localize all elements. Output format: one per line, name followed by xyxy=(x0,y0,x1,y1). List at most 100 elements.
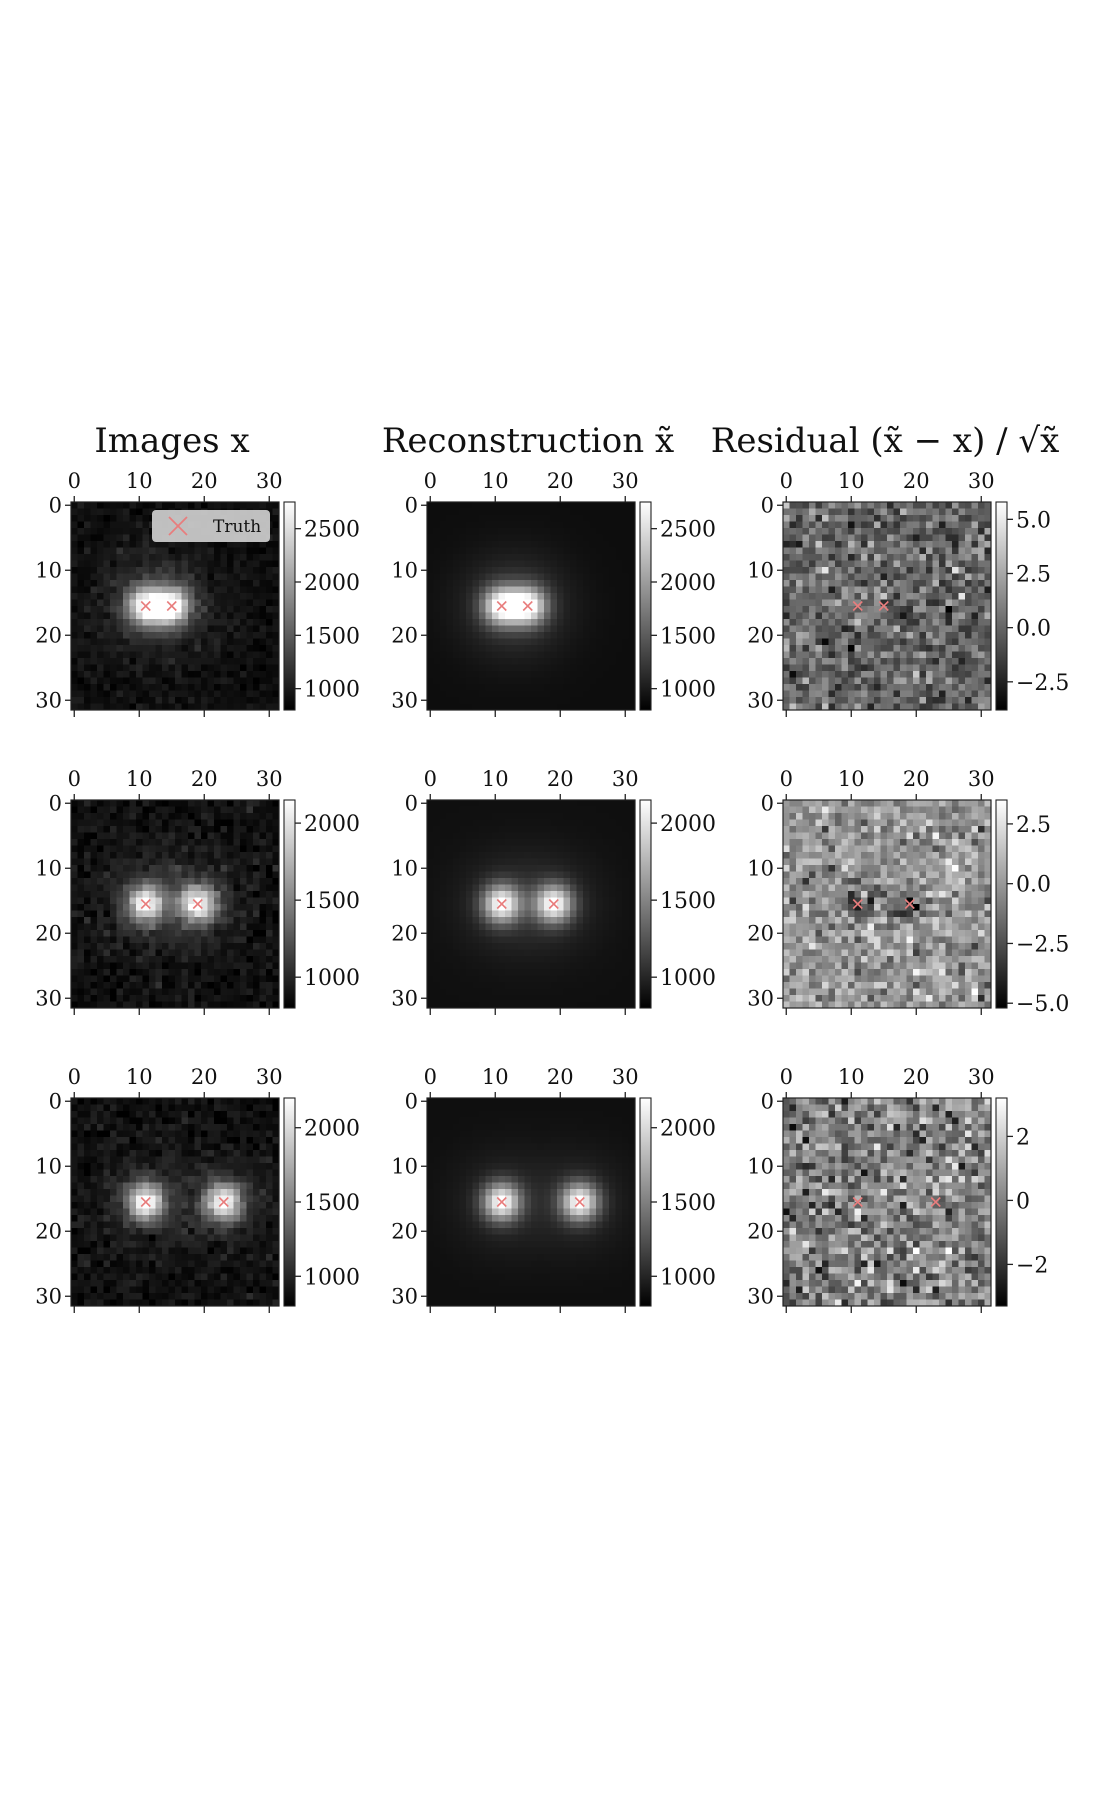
heatmap-cell xyxy=(615,632,623,639)
heatmap-cell xyxy=(537,865,545,872)
heatmap-cell xyxy=(609,664,616,672)
heatmap-cell xyxy=(479,917,486,924)
heatmap-cell xyxy=(570,852,577,859)
heatmap-cell xyxy=(110,560,117,568)
heatmap-cell xyxy=(466,697,473,704)
heatmap-cell xyxy=(531,806,538,814)
heatmap-cell xyxy=(505,878,512,885)
heatmap-cell xyxy=(246,677,254,685)
heatmap-cell xyxy=(570,832,577,840)
heatmap-cell xyxy=(583,664,590,672)
heatmap-cell xyxy=(887,677,894,685)
heatmap-cell xyxy=(446,949,454,957)
heatmap-cell xyxy=(453,606,460,613)
heatmap-cell xyxy=(246,703,254,711)
heatmap-cell xyxy=(854,677,862,685)
heatmap-cell xyxy=(926,658,933,665)
heatmap-cell xyxy=(926,534,933,542)
heatmap-cell xyxy=(628,671,636,678)
heatmap-cell xyxy=(602,632,610,639)
heatmap-cell xyxy=(628,547,636,555)
heatmap-cell xyxy=(220,930,228,937)
heatmap-cell xyxy=(841,612,849,620)
heatmap-cell xyxy=(906,567,914,574)
heatmap-cell xyxy=(77,832,85,840)
heatmap-cell xyxy=(97,541,104,548)
heatmap-cell xyxy=(789,619,797,626)
heatmap-cell xyxy=(563,690,571,698)
heatmap-cell xyxy=(220,949,228,957)
heatmap-cell xyxy=(446,930,454,937)
heatmap-cell xyxy=(971,697,979,704)
heatmap-cell xyxy=(583,573,590,581)
heatmap-cell xyxy=(227,651,234,659)
heatmap-cell xyxy=(537,508,545,516)
heatmap-cell xyxy=(518,515,525,522)
heatmap-cell xyxy=(110,839,117,846)
heatmap-cell xyxy=(84,871,91,879)
heatmap-cell xyxy=(168,988,176,996)
heatmap-cell xyxy=(557,904,564,911)
heatmap-cell xyxy=(984,645,992,652)
heatmap-cell xyxy=(123,845,130,853)
heatmap-cell xyxy=(524,884,532,892)
heatmap-cell xyxy=(596,580,603,587)
heatmap-cell xyxy=(259,930,267,937)
heatmap-cell xyxy=(472,910,480,918)
heatmap-cell xyxy=(880,638,888,646)
heatmap-cell xyxy=(544,891,551,898)
heatmap-cell xyxy=(596,703,603,711)
heatmap-cell xyxy=(958,573,966,581)
heatmap-cell xyxy=(531,612,538,620)
heatmap-cell xyxy=(155,897,163,905)
heatmap-cell xyxy=(433,703,441,711)
heatmap-cell xyxy=(835,684,842,691)
heatmap-cell xyxy=(518,586,525,594)
heatmap-cell xyxy=(498,593,506,600)
heatmap-cell xyxy=(129,1001,137,1009)
heatmap-cell xyxy=(175,988,182,996)
heatmap-cell xyxy=(570,573,577,581)
heatmap-cell xyxy=(207,988,215,996)
heatmap-cell xyxy=(84,619,91,626)
heatmap-cell xyxy=(822,638,829,646)
heatmap-cell xyxy=(550,690,558,698)
heatmap-cell xyxy=(77,969,85,976)
heatmap-cell xyxy=(531,813,538,820)
heatmap-cell xyxy=(518,534,525,542)
heatmap-cell xyxy=(945,586,953,594)
heatmap-cell xyxy=(71,664,78,672)
heatmap-cell xyxy=(181,677,189,685)
heatmap-cell xyxy=(815,664,823,672)
heatmap-cell xyxy=(266,664,273,672)
heatmap-cell xyxy=(505,839,512,846)
heatmap-cell xyxy=(537,839,545,846)
heatmap-cell xyxy=(142,632,150,639)
heatmap-cell xyxy=(272,677,280,685)
heatmap-cell xyxy=(188,573,195,581)
heatmap-cell xyxy=(97,697,104,704)
heatmap-cell xyxy=(168,969,176,976)
heatmap-cell xyxy=(919,625,927,633)
heatmap-cell xyxy=(919,586,927,594)
heatmap-cell xyxy=(874,684,881,691)
heatmap-cell xyxy=(479,806,486,814)
heatmap-cell xyxy=(615,593,623,600)
heatmap-cell xyxy=(789,651,797,659)
x-tick-label: 30 xyxy=(612,469,639,493)
heatmap-cell xyxy=(906,671,914,678)
heatmap-cell xyxy=(583,910,590,918)
heatmap-cell xyxy=(227,858,234,866)
heatmap-cell xyxy=(796,612,803,620)
heatmap-cell xyxy=(939,534,946,542)
heatmap-cell xyxy=(893,638,901,646)
heatmap-cell xyxy=(984,599,992,607)
heatmap-cell xyxy=(181,813,189,820)
heatmap-cell xyxy=(220,664,228,672)
heatmap-cell xyxy=(110,599,117,607)
heatmap-cell xyxy=(123,832,130,840)
colorbar-tick-label: −2.5 xyxy=(1016,671,1069,696)
heatmap-cell xyxy=(110,826,117,833)
heatmap-cell xyxy=(246,554,254,561)
heatmap-cell xyxy=(220,923,228,931)
